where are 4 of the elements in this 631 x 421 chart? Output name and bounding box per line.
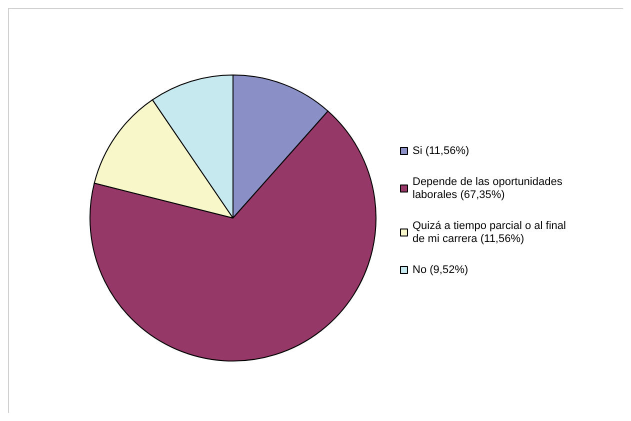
legend-label: No (9,52%)	[412, 264, 468, 276]
legend-label: Depende de las oportunidades laborales (67,35%)	[412, 176, 566, 201]
legend-label: Quizá a tiempo parcial o al final de mi carrera (11,56%)	[412, 220, 570, 245]
legend-label: Si (11,56%)	[412, 145, 470, 157]
